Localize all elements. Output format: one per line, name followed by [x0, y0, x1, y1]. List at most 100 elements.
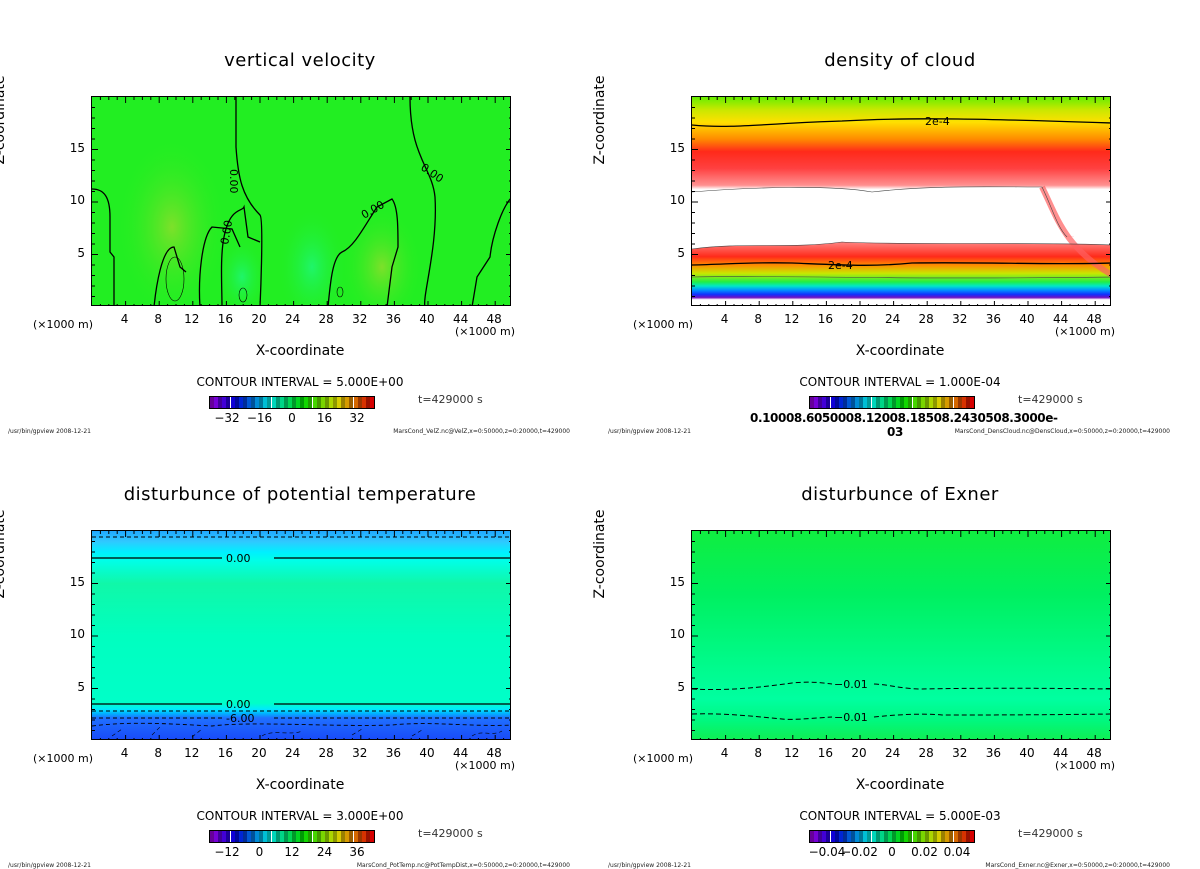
- colorbar-swatch: [320, 831, 325, 842]
- colorbar-swatch: [912, 831, 917, 842]
- x-tick-label: 8: [754, 746, 762, 760]
- contour-interval: CONTOUR INTERVAL = 5.000E-03: [799, 809, 1001, 823]
- colorbar-swatch: [961, 397, 966, 408]
- colorbar-tick-label: −0.02: [841, 845, 878, 859]
- colorbar-swatch: [267, 831, 272, 842]
- colorbar-swatch: [846, 397, 851, 408]
- colorbar-swatch: [267, 397, 272, 408]
- contour-label: 2e-4: [828, 259, 853, 272]
- contour-label: -6.00: [226, 712, 254, 725]
- x-tick-label: 20: [251, 746, 267, 760]
- colorbar-swatch: [259, 831, 264, 842]
- colorbar-swatch: [818, 831, 823, 842]
- colorbar-swatch: [826, 397, 831, 408]
- colorbar: [209, 396, 375, 409]
- x-tick-label: 8: [154, 746, 162, 760]
- x-tick-label: 24: [884, 312, 901, 326]
- colorbar-swatch: [349, 397, 354, 408]
- colorbar-swatch: [242, 397, 247, 408]
- colorbar-swatch: [300, 397, 305, 408]
- colorbar-swatch: [953, 831, 958, 842]
- colorbar-swatch: [883, 831, 888, 842]
- colorbar-swatch: [328, 831, 333, 842]
- cloud-field: 2e-4 2e-4: [692, 97, 1110, 305]
- x-unit-right: (×1000 m): [1055, 759, 1116, 772]
- panel-vertical-velocity: vertical velocity: [0, 0, 600, 435]
- colorbar-swatch: [834, 397, 839, 408]
- colorbar-swatch: [908, 397, 913, 408]
- colorbar-swatch: [365, 397, 370, 408]
- colorbar-swatch: [969, 831, 974, 842]
- colorbar-swatch: [222, 397, 227, 408]
- y-tick-label: 5: [677, 245, 685, 260]
- colorbar-swatch: [300, 831, 305, 842]
- colorbar-swatch: [353, 397, 358, 408]
- colorbar-tick-label: −0.04: [808, 845, 846, 859]
- x-tick-label: 8: [754, 312, 762, 326]
- x-axis-label: X-coordinate: [255, 343, 345, 359]
- panel-potential-temperature: disturbunce of potential temperature: [0, 434, 600, 869]
- footer-left: /usr/bin/gpview 2008-12-21: [608, 862, 691, 869]
- colorbar-swatch: [345, 397, 350, 408]
- colorbar-swatch: [924, 397, 929, 408]
- pottemp-bg: [92, 531, 510, 739]
- footer-right: MarsCond_Exner.nc@Exner,x=0:50000,z=0:20…: [985, 862, 1170, 869]
- x-tick-label: 28: [918, 312, 934, 326]
- colorbar-swatch: [308, 831, 313, 842]
- x-tick-label: 4: [120, 312, 129, 326]
- axis-ticks: [692, 531, 1110, 739]
- x-axis-label: X-coordinate: [255, 777, 345, 793]
- y-tick-label: 10: [69, 193, 85, 207]
- x-tick-label: 16: [817, 746, 834, 760]
- colorbar-swatch: [928, 397, 933, 408]
- contour-interval: CONTOUR INTERVAL = 1.000E-04: [799, 375, 1001, 389]
- colorbar-swatch: [855, 831, 860, 842]
- colorbar-swatch: [887, 397, 892, 408]
- colorbar: [209, 830, 375, 843]
- colorbar-swatch: [226, 397, 231, 408]
- colorbar-swatch: [810, 397, 815, 408]
- colorbar-swatch: [969, 397, 974, 408]
- colorbar-tick-label: 12: [284, 845, 300, 859]
- colorbar-swatch: [361, 831, 366, 842]
- colorbar-swatch: [296, 831, 301, 842]
- colorbar-swatch: [328, 397, 333, 408]
- colorbar-swatch: [292, 397, 297, 408]
- colorbar-swatch: [230, 831, 235, 842]
- colorbar-swatch: [234, 831, 239, 842]
- x-tick-label: 4: [120, 746, 129, 760]
- colorbar-swatch: [255, 397, 260, 408]
- colorbar-tick-label: 0.04: [943, 845, 971, 859]
- colorbar-swatch: [210, 831, 215, 842]
- x-tick-label: 36: [385, 746, 402, 760]
- colorbar-swatch: [810, 831, 815, 842]
- colorbar-swatch: [316, 397, 321, 408]
- colorbar-swatch: [218, 831, 223, 842]
- axis-ticks: [692, 97, 1110, 305]
- x-tick-label: 48: [1086, 746, 1102, 760]
- x-tick-label: 48: [1086, 312, 1102, 326]
- plot-area: 2e-4 2e-4: [691, 96, 1111, 306]
- y-axis-label: Z-coordinate: [592, 509, 608, 599]
- colorbar-tick-label: 0: [288, 411, 296, 425]
- colorbar-swatch: [900, 397, 905, 408]
- x-tick-label: 40: [419, 746, 435, 760]
- colorbar-swatch: [308, 397, 313, 408]
- colorbar-swatch: [937, 831, 942, 842]
- x-tick-label: 16: [217, 746, 234, 760]
- y-tick-label: 10: [669, 193, 685, 207]
- x-unit-left: (×1000 m): [33, 318, 94, 331]
- colorbar-swatch: [230, 397, 235, 408]
- x-tick-label: 28: [918, 746, 934, 760]
- x-tick-label: 32: [352, 312, 368, 326]
- colorbar-swatch: [965, 831, 970, 842]
- colorbar-swatch: [838, 397, 843, 408]
- colorbar-tick-label: −32: [214, 411, 240, 425]
- colorbar-swatch: [818, 397, 823, 408]
- colorbar-swatch: [846, 831, 851, 842]
- colorbar-swatch: [238, 397, 243, 408]
- x-tick-label: 16: [217, 312, 234, 326]
- colorbar: [809, 396, 975, 409]
- colorbar-swatch: [218, 397, 223, 408]
- dashed-contours: [692, 681, 1110, 720]
